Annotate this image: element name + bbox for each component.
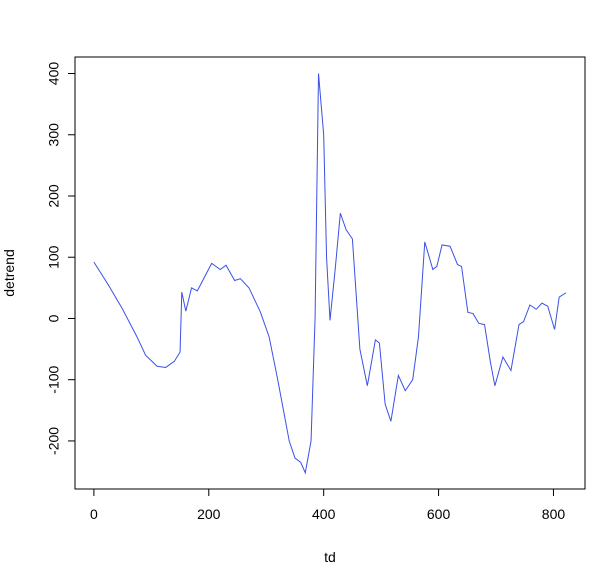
- y-tick-label: -200: [46, 427, 62, 455]
- y-tick-label: 200: [46, 184, 62, 208]
- y-tick-label: 400: [46, 62, 62, 86]
- y-tick-label: 0: [46, 314, 62, 322]
- y-axis-label: detrend: [1, 249, 17, 296]
- data-line: [93, 73, 567, 475]
- y-tick-label: 300: [46, 123, 62, 147]
- plot-box: [74, 56, 586, 490]
- x-tick-label: 200: [197, 506, 221, 522]
- x-tick-label: 600: [427, 506, 451, 522]
- x-axis-label: td: [324, 549, 336, 565]
- x-tick-label: 400: [312, 506, 336, 522]
- y-tick-label: 100: [46, 245, 62, 269]
- x-tick-label: 0: [90, 506, 98, 522]
- x-tick-label: 800: [542, 506, 566, 522]
- y-tick-label: -100: [46, 365, 62, 393]
